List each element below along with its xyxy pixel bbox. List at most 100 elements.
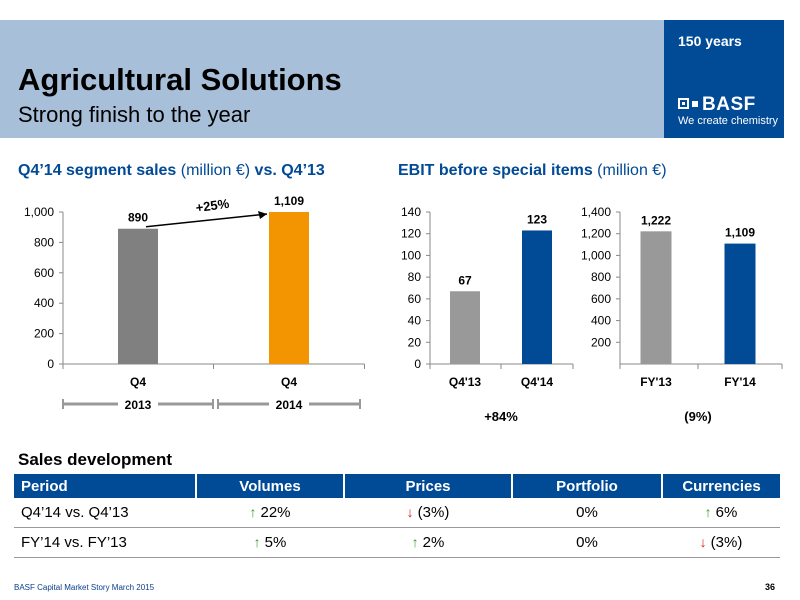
ebit_fy-category-label: FY'13 [640,375,672,389]
cell-volumes-value: 5% [264,534,287,551]
ebit_fy-data-label: 1,109 [725,226,755,240]
logo-tagline: We create chemistry [678,115,779,127]
ebit_q4-data-label: 123 [527,212,547,226]
ebit-chart-title-bold: EBIT before special items [398,162,593,179]
ebit_fy-y-tick-label: 400 [591,314,611,328]
column-header-currencies: Currencies [662,474,780,498]
ebit_q4-category-label: Q4'14 [521,375,554,389]
ebit_fy-bar [724,243,756,364]
ebit_q4-y-tick-label: 140 [401,205,421,219]
ebit_fy-bar [640,231,672,364]
ebit_q4-bar [522,230,552,364]
cell-prices: ↑ 2% [344,527,512,558]
cell-portfolio-value: 0% [576,534,598,551]
up-arrow-icon: ↑ [249,504,257,520]
table-row: FY’14 vs. FY’13 ↑ 5% ↑ 2% 0% ↓ (3%) [14,527,780,558]
ebit_fy-change-annotation: (9%) [684,409,711,424]
ebit_fy-category-label: FY'14 [724,375,756,389]
sales-chart-title-unit: (million €) [176,162,255,179]
logo-dot-icon [692,101,698,107]
column-header-portfolio: Portfolio [512,474,663,498]
cell-volumes-value: 22% [260,504,291,521]
sales-data-label: 890 [128,211,148,225]
column-header-volumes: Volumes [196,474,345,498]
cell-portfolio: 0% [512,498,662,528]
up-arrow-icon: ↑ [253,534,261,550]
sales-bar [118,228,158,364]
year-label: 2013 [125,398,152,412]
ebit_q4-bar [450,291,480,364]
table-row: Q4’14 vs. Q4’13 ↑ 22% ↓ (3%) 0% ↑ 6% [14,498,780,528]
cell-volumes: ↑ 5% [196,527,344,558]
ebit_fy-y-tick-label: 200 [591,335,611,349]
ebit_fy-y-tick-label: 1,400 [581,205,611,219]
growth-arrow-line [145,213,268,228]
header-band [0,20,664,138]
sales-data-label: 1,109 [274,194,304,208]
sales-y-tick-label: 200 [34,327,54,341]
cell-prices-value: 2% [422,534,445,551]
up-arrow-icon: ↑ [704,504,712,520]
logo-square-icon [678,98,689,109]
column-header-prices: Prices [344,474,513,498]
ebit_q4-y-tick-label: 60 [408,292,422,306]
ebit_q4-category-label: Q4'13 [449,375,482,389]
sales-y-tick-label: 800 [34,235,54,249]
cell-portfolio: 0% [512,527,662,558]
cell-prices-value: (3%) [417,504,450,521]
ebit_fy-y-tick-label: 800 [591,270,611,284]
table-header-row: Period Volumes Prices Portfolio Currenci… [14,474,780,498]
row-period: FY’14 vs. FY’13 [14,527,196,558]
row-period: Q4’14 vs. Q4’13 [14,498,196,528]
growth-arrow-head-icon [258,211,267,219]
up-arrow-icon: ↑ [411,534,419,550]
basf-logo-box: 150 years BASF We create chemistry [664,20,784,138]
ebit_fy-data-label: 1,222 [641,213,671,227]
anniversary-label: 150 years [678,33,742,49]
year-label-bg [269,396,309,411]
page-title: Agricultural Solutions [18,62,342,97]
ebit_fy-y-tick-label: 1,200 [581,227,611,241]
ebit_q4-y-tick-label: 40 [408,314,422,328]
logo-brand: BASF [702,94,756,115]
ebit_fy-y-tick-label: 600 [591,292,611,306]
sales-y-tick-label: 600 [34,266,54,280]
ebit_q4-y-tick-label: 20 [408,335,422,349]
cell-prices: ↓ (3%) [344,498,512,528]
cell-currencies: ↓ (3%) [662,527,780,558]
ebit_q4-data-label: 67 [458,273,472,287]
basf-logo: BASF [678,94,756,116]
column-header-period: Period [14,474,197,498]
cell-portfolio-value: 0% [576,504,598,521]
sales-category-label: Q4 [281,375,297,389]
year-label: 2014 [276,398,303,412]
sales-bar [269,212,309,364]
cell-volumes: ↑ 22% [196,498,344,528]
footer-source: BASF Capital Market Story March 2015 [14,583,155,592]
cell-currencies-value: 6% [715,504,738,521]
sales-development-table: Period Volumes Prices Portfolio Currenci… [14,474,780,558]
sales-chart-title-bold: Q4’14 segment sales [18,162,177,179]
ebit_q4-change-annotation: +84% [484,409,518,424]
ebit_q4-y-tick-label: 0 [414,357,421,371]
ebit_q4-y-tick-label: 100 [401,248,421,262]
sales-chart-title-compare: vs. Q4’13 [254,162,325,179]
ebit_fy-y-tick-label: 1,000 [581,248,611,262]
sales-y-tick-label: 0 [47,357,54,371]
sales-category-label: Q4 [130,375,146,389]
growth-annotation: +25% [195,196,231,216]
ebit-chart-title: EBIT before special items (million €) [398,162,667,180]
sales-y-tick-label: 1,000 [24,205,54,219]
cell-currencies: ↑ 6% [662,498,780,528]
cell-currencies-value: (3%) [710,534,743,551]
ebit_q4-y-tick-label: 120 [401,227,421,241]
sales-y-tick-label: 400 [34,296,54,310]
sales-chart-title: Q4’14 segment sales (million €) vs. Q4’1… [18,162,325,180]
ebit_q4-y-tick-label: 80 [408,270,422,284]
down-arrow-icon: ↓ [406,504,414,520]
year-label-bg [118,396,158,411]
page-number: 36 [765,582,776,592]
ebit-chart-title-unit: (million €) [592,162,667,179]
sales-development-title: Sales development [18,450,173,469]
